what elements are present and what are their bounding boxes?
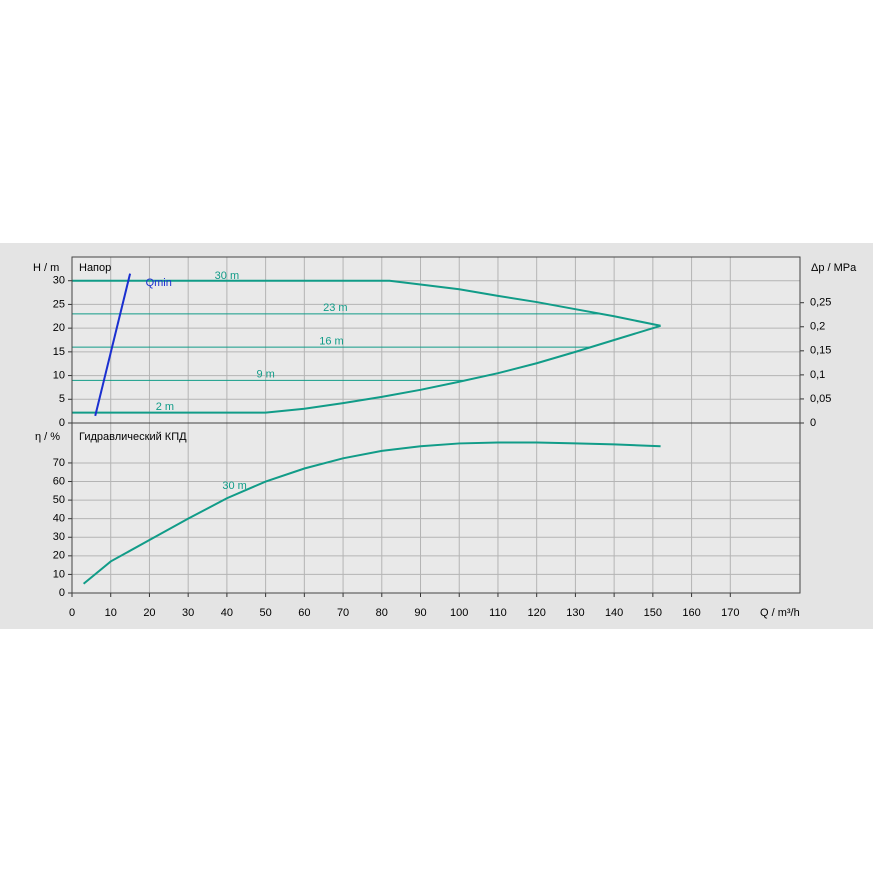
series-label: 16 m <box>319 335 343 347</box>
x-tick-label: 50 <box>259 607 271 619</box>
y-tick-label: 20 <box>53 322 65 334</box>
x-tick-label: 120 <box>528 607 546 619</box>
y-tick-label: 30 <box>53 531 65 543</box>
y-tick-label: 0 <box>59 587 65 599</box>
x-tick-label: 90 <box>414 607 426 619</box>
y-tick-label: 15 <box>53 346 65 358</box>
y-tick-label: 40 <box>53 513 65 525</box>
x-tick-label: 10 <box>105 607 117 619</box>
series-label: 2 m <box>156 401 174 413</box>
y-tick-label: 10 <box>53 369 65 381</box>
y2-tick-label: 0,2 <box>810 321 825 333</box>
x-tick-label: 130 <box>566 607 584 619</box>
layer: 0 5 10 15 20 25 30 0 0,05 0,1 0,15 0,2 0,25 30 m 23 m 1… <box>53 257 831 619</box>
x-tick-label: 110 <box>489 607 507 619</box>
x-tick-label: 160 <box>682 607 700 619</box>
y2-axis-label: Δp / MPa <box>811 262 857 274</box>
x-tick-label: 140 <box>605 607 623 619</box>
frame-efficiency <box>71 422 801 594</box>
series-label: 30 m <box>222 480 246 492</box>
series-line <box>82 441 661 585</box>
series-line <box>72 324 661 414</box>
plot-area-efficiency <box>72 423 800 593</box>
plot-area-head <box>72 257 800 423</box>
x-tick-label: 80 <box>376 607 388 619</box>
x-tick-label: 40 <box>221 607 233 619</box>
y-tick-label: 25 <box>53 298 65 310</box>
x-tick-label: 100 <box>450 607 468 619</box>
y2-tick-label: 0,1 <box>810 369 825 381</box>
y-axis-label: η / % <box>35 431 60 443</box>
y2-tick-label: 0,15 <box>810 345 831 357</box>
series-label: 30 m <box>215 270 239 282</box>
y2-tick-label: 0 <box>810 417 816 429</box>
panel-title: Гидравлический КПД <box>79 431 187 443</box>
y-axis-label: H / m <box>33 262 59 274</box>
y-tick-label: 10 <box>53 568 65 580</box>
y2-tick-label: 0,25 <box>810 297 831 309</box>
series-label: 9 m <box>256 369 274 381</box>
x-tick-label: 150 <box>644 607 662 619</box>
x-tick-label: 0 <box>69 607 75 619</box>
x-tick-label: 70 <box>337 607 349 619</box>
y-tick-label: 70 <box>53 457 65 469</box>
y-tick-label: 0 <box>59 417 65 429</box>
series-line <box>94 273 132 417</box>
y-tick-label: 20 <box>53 550 65 562</box>
x-tick-label: 170 <box>721 607 739 619</box>
y-tick-label: 5 <box>59 393 65 405</box>
series-label: 23 m <box>323 302 347 314</box>
x-tick-label: 60 <box>298 607 310 619</box>
y-tick-label: 30 <box>53 275 65 287</box>
x-tick-label: 30 <box>182 607 194 619</box>
series-label: Qmin <box>146 277 172 289</box>
y2-tick-label: 0,05 <box>810 393 831 405</box>
panel-title: Напор <box>79 262 111 274</box>
x-tick-label: 20 <box>143 607 155 619</box>
x-axis-label: Q / m³/h <box>760 607 800 619</box>
y-tick-label: 60 <box>53 475 65 487</box>
y-tick-label: 50 <box>53 494 65 506</box>
